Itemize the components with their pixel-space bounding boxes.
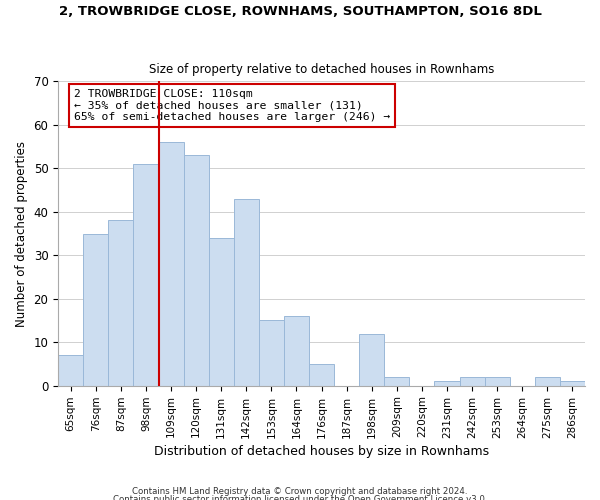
Bar bbox=[460, 377, 485, 386]
Text: 2, TROWBRIDGE CLOSE, ROWNHAMS, SOUTHAMPTON, SO16 8DL: 2, TROWBRIDGE CLOSE, ROWNHAMS, SOUTHAMPT… bbox=[59, 5, 541, 18]
Bar bbox=[158, 142, 184, 386]
Title: Size of property relative to detached houses in Rownhams: Size of property relative to detached ho… bbox=[149, 63, 494, 76]
X-axis label: Distribution of detached houses by size in Rownhams: Distribution of detached houses by size … bbox=[154, 444, 489, 458]
Bar bbox=[58, 356, 83, 386]
Bar bbox=[184, 156, 209, 386]
Bar bbox=[109, 220, 133, 386]
Bar bbox=[560, 382, 585, 386]
Bar bbox=[234, 198, 259, 386]
Bar bbox=[83, 234, 109, 386]
Text: 2 TROWBRIDGE CLOSE: 110sqm
← 35% of detached houses are smaller (131)
65% of sem: 2 TROWBRIDGE CLOSE: 110sqm ← 35% of deta… bbox=[74, 89, 390, 122]
Text: Contains HM Land Registry data © Crown copyright and database right 2024.: Contains HM Land Registry data © Crown c… bbox=[132, 488, 468, 496]
Bar bbox=[434, 382, 460, 386]
Bar bbox=[535, 377, 560, 386]
Bar bbox=[209, 238, 234, 386]
Bar bbox=[133, 164, 158, 386]
Bar bbox=[309, 364, 334, 386]
Bar bbox=[284, 316, 309, 386]
Bar bbox=[259, 320, 284, 386]
Bar bbox=[359, 334, 384, 386]
Y-axis label: Number of detached properties: Number of detached properties bbox=[15, 140, 28, 326]
Bar bbox=[485, 377, 510, 386]
Bar bbox=[384, 377, 409, 386]
Text: Contains public sector information licensed under the Open Government Licence v3: Contains public sector information licen… bbox=[113, 495, 487, 500]
